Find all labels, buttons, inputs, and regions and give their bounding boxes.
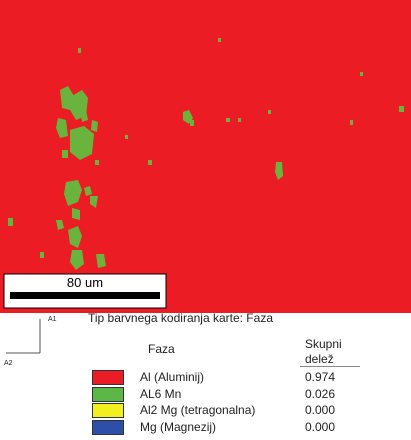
phase-name: Al2 Mg (tetragonalna) bbox=[140, 403, 256, 417]
header-rule bbox=[300, 366, 360, 367]
phase-name: Al (Aluminij) bbox=[140, 370, 205, 384]
phase-fraction: 0.000 bbox=[305, 419, 336, 434]
column-header: Skupni delež bbox=[305, 337, 342, 366]
legend-row: Mg (Magnezij) 0.000 bbox=[92, 419, 382, 435]
scale-bar bbox=[10, 292, 160, 299]
color-swatch bbox=[92, 403, 124, 418]
axis-label: A2 bbox=[4, 360, 13, 367]
legend-row: Al2 Mg (tetragonalna) 0.000 bbox=[92, 403, 382, 418]
legend-title: Tip barvnega kodiranja karte: Faza bbox=[88, 311, 273, 325]
color-swatch bbox=[92, 370, 124, 385]
axis-icon bbox=[6, 319, 41, 354]
phase-grains bbox=[8, 38, 404, 270]
phase-name: Mg (Magnezij) bbox=[140, 419, 217, 434]
map-background bbox=[0, 0, 411, 313]
color-swatch bbox=[92, 419, 124, 435]
phase-fraction: 0.974 bbox=[305, 370, 336, 384]
scale-bar-label: 80 um bbox=[67, 275, 103, 290]
legend-row: AL6 Mn 0.026 bbox=[92, 386, 382, 402]
scale-bar-box bbox=[3, 273, 167, 309]
phase-fraction: 0.026 bbox=[305, 386, 336, 401]
column-header: Faza bbox=[148, 342, 175, 356]
color-swatch bbox=[92, 386, 124, 402]
axis-label: A1 bbox=[48, 316, 57, 323]
phase-name: AL6 Mn bbox=[140, 386, 182, 401]
phase-fraction: 0.000 bbox=[305, 403, 336, 417]
phase-map: 80 um bbox=[0, 0, 411, 313]
legend-row: Al (Aluminij) 0.974 bbox=[92, 370, 382, 385]
